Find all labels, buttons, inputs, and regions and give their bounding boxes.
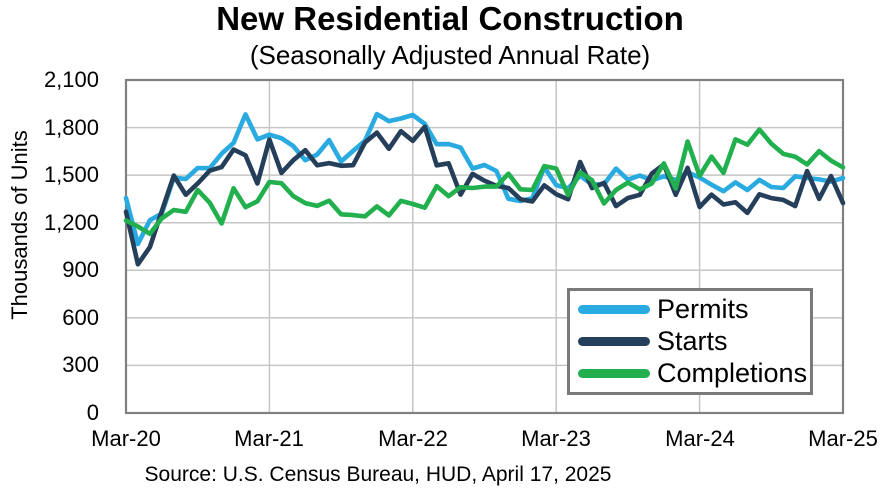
y-tick: 1,800 — [43, 115, 99, 140]
y-tick: 1,200 — [43, 210, 99, 235]
chart-title: New Residential Construction — [216, 0, 684, 37]
y-tick: 2,100 — [43, 67, 99, 92]
x-tick: Mar-21 — [234, 426, 304, 451]
starts-line-swatch — [578, 336, 650, 346]
legend-item-starts: Starts — [578, 325, 802, 356]
y-tick: 600 — [62, 305, 99, 330]
legend-label: Completions — [657, 357, 808, 388]
y-tick: 300 — [62, 352, 99, 377]
y-tick: 900 — [62, 257, 99, 282]
permits-line-swatch — [578, 305, 650, 315]
y-tick: 1,500 — [43, 162, 99, 187]
legend-item-completions: Completions — [578, 358, 807, 388]
legend: Permits Starts Completions — [567, 288, 813, 395]
x-tick: Mar-20 — [91, 426, 161, 451]
legend-label: Starts — [657, 325, 728, 356]
source-note: Source: U.S. Census Bureau, HUD, April 1… — [144, 463, 612, 486]
legend-label: Permits — [657, 294, 749, 325]
x-tick: Mar-25 — [808, 426, 878, 451]
x-tick: Mar-24 — [665, 426, 735, 451]
x-tick: Mar-22 — [378, 426, 448, 451]
completions-line-swatch — [578, 368, 650, 378]
chart-subtitle: (Seasonally Adjusted Annual Rate) — [249, 40, 651, 70]
y-tick: 0 — [86, 400, 99, 425]
y-axis-ticks: 2,100 1,800 1,500 1,200 900 600 300 0 — [0, 0, 99, 504]
x-tick: Mar-23 — [521, 426, 591, 451]
legend-item-permits: Permits — [578, 295, 802, 324]
